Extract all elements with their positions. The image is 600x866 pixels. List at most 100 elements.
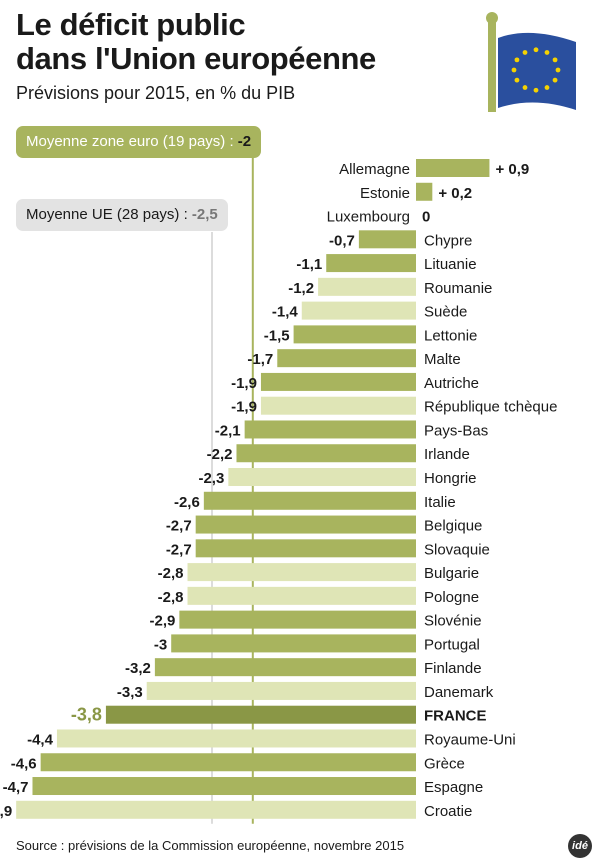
- flag-stars: [511, 47, 561, 93]
- bar-pologne: [187, 586, 416, 605]
- bar-republique-tcheque: [260, 396, 416, 415]
- value-label-pologne: -2,8: [158, 589, 184, 606]
- flag-star: [552, 77, 558, 83]
- flag-star: [552, 57, 558, 63]
- value-label-roumanie: -1,2: [288, 280, 314, 297]
- flag-star: [514, 57, 520, 63]
- value-label-belgique: -2,7: [166, 518, 192, 535]
- title-line-2: dans l'Union européenne: [16, 41, 376, 76]
- value-label-croatie: -4,9: [0, 803, 12, 820]
- bar-roumanie: [318, 277, 416, 296]
- category-label-irlande: Irlande: [424, 446, 470, 463]
- bar-danemark: [146, 681, 416, 700]
- value-label-autriche: -1,9: [231, 375, 257, 392]
- category-label-allemagne: Allemagne: [339, 161, 410, 178]
- value-label-hongrie: -2,3: [198, 470, 224, 487]
- category-label-pologne: Pologne: [424, 589, 479, 606]
- category-label-republique-tcheque: République tchèque: [424, 399, 557, 416]
- chart-title: Le déficit public dans l'Union européenn…: [16, 8, 436, 76]
- bar-royaume-uni: [56, 729, 417, 748]
- value-label-chypre: -0,7: [329, 232, 355, 249]
- value-label-lituanie: -1,1: [296, 256, 322, 273]
- bar-france: [105, 705, 417, 724]
- flag-star: [522, 85, 528, 90]
- value-label-pays-bas: -2,1: [215, 422, 241, 439]
- bar-belgique: [195, 515, 416, 534]
- ide-logo-icon: idé: [568, 834, 592, 858]
- bar-estonie: [416, 182, 433, 201]
- title-line-1: Le déficit public: [16, 7, 246, 42]
- value-label-allemagne: + 0,9: [495, 161, 529, 178]
- category-label-finlande: Finlande: [424, 660, 482, 677]
- value-label-republique-tcheque: -1,9: [231, 399, 257, 416]
- category-label-chypre: Chypre: [424, 232, 472, 249]
- flag-star: [522, 50, 528, 55]
- bar-slovenie: [179, 610, 416, 629]
- category-label-roumanie: Roumanie: [424, 280, 492, 297]
- category-label-royaume-uni: Royaume-Uni: [424, 731, 516, 748]
- value-label-danemark: -3,3: [117, 684, 143, 701]
- category-label-lituanie: Lituanie: [424, 256, 477, 273]
- category-label-slovaquie: Slovaquie: [424, 541, 490, 558]
- bar-autriche: [260, 372, 416, 391]
- category-label-bulgarie: Bulgarie: [424, 565, 479, 582]
- category-label-slovenie: Slovénie: [424, 613, 482, 630]
- chart-subtitle: Prévisions pour 2015, en % du PIB: [16, 83, 296, 103]
- category-label-danemark: Danemark: [424, 684, 494, 701]
- bar-finlande: [154, 658, 416, 677]
- value-label-estonie: + 0,2: [438, 185, 472, 202]
- bar-italie: [203, 491, 416, 510]
- category-label-suede: Suède: [424, 304, 467, 321]
- source-note: Source : prévisions de la Commission eur…: [16, 838, 405, 853]
- bar-lituanie: [326, 254, 416, 273]
- bar-espagne: [32, 777, 416, 796]
- ue-average-value: -2,5: [191, 206, 218, 223]
- eurozone-average-value: -2: [237, 133, 252, 150]
- bar-suede: [301, 301, 416, 320]
- bar-lettonie: [293, 325, 416, 344]
- bar-malte: [277, 349, 416, 368]
- category-label-belgique: Belgique: [424, 518, 482, 535]
- bar-grece: [40, 753, 416, 772]
- flag-star: [533, 47, 539, 53]
- flag-star: [544, 50, 550, 55]
- category-label-hongrie: Hongrie: [424, 470, 477, 487]
- category-label-grece: Grèce: [424, 755, 465, 772]
- value-label-grece: -4,6: [11, 755, 37, 772]
- flag-cloth: [498, 32, 576, 110]
- value-label-royaume-uni: -4,4: [27, 731, 54, 748]
- category-label-malte: Malte: [424, 351, 461, 368]
- category-label-france: FRANCE: [424, 708, 487, 725]
- bar-pays-bas: [244, 420, 416, 439]
- value-label-slovenie: -2,9: [150, 613, 176, 630]
- category-label-lettonie: Lettonie: [424, 327, 477, 344]
- eurozone-average-label: Moyenne zone euro (19 pays) : -2: [16, 126, 262, 158]
- flag-star: [533, 87, 539, 93]
- bar-portugal: [171, 634, 416, 653]
- value-label-finlande: -3,2: [125, 660, 151, 677]
- value-label-bulgarie: -2,8: [158, 565, 184, 582]
- category-label-italie: Italie: [424, 494, 456, 511]
- bar-croatie: [16, 800, 416, 819]
- value-label-irlande: -2,2: [207, 446, 233, 463]
- value-label-suede: -1,4: [272, 304, 299, 321]
- value-label-france: -3,8: [71, 705, 102, 725]
- bar-irlande: [236, 444, 416, 463]
- value-label-espagne: -4,7: [3, 779, 29, 796]
- category-label-estonie: Estonie: [360, 185, 410, 202]
- bar-allemagne: [416, 159, 490, 177]
- ue-average-label: Moyenne UE (28 pays) : -2,5: [16, 199, 228, 231]
- category-label-espagne: Espagne: [424, 779, 483, 796]
- flag-pole-top: [486, 12, 498, 24]
- bar-slovaquie: [195, 539, 416, 558]
- bar-hongrie: [228, 468, 416, 487]
- flag-pole: [488, 20, 496, 112]
- bar-bulgarie: [187, 563, 416, 582]
- category-label-autriche: Autriche: [424, 375, 479, 392]
- category-label-luxembourg: Luxembourg: [327, 209, 410, 226]
- value-label-slovaquie: -2,7: [166, 541, 192, 558]
- eu-flag-icon: [486, 12, 576, 112]
- category-label-croatie: Croatie: [424, 803, 472, 820]
- flag-star: [514, 77, 520, 83]
